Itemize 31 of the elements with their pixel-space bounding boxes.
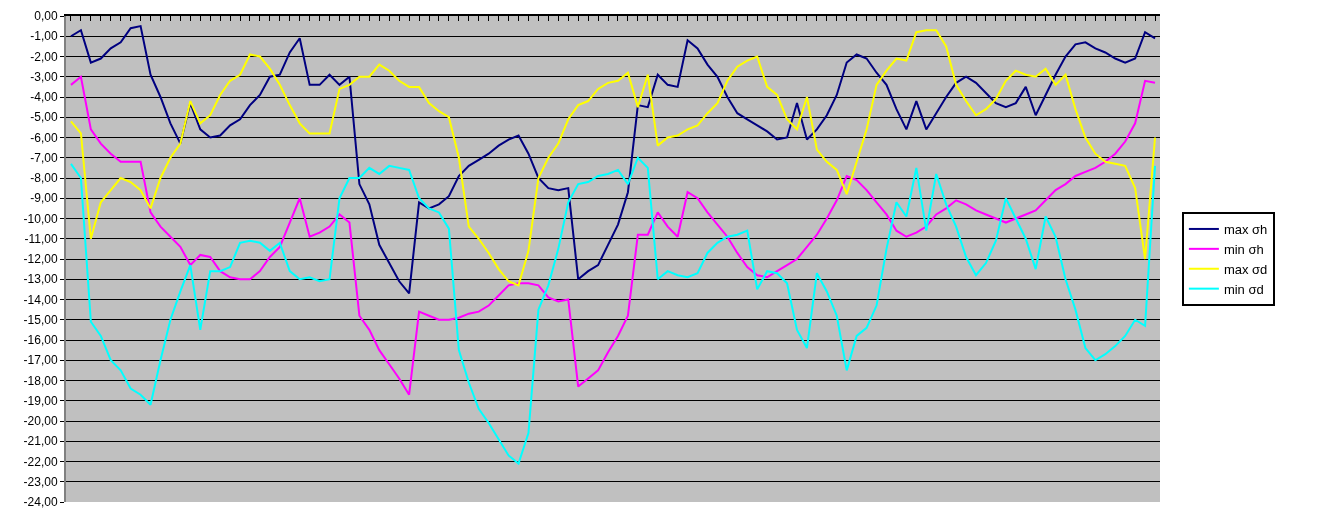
y-tick-label: -14,00	[23, 292, 58, 307]
legend-label: min σh	[1223, 241, 1264, 257]
y-tick-label: -2,00	[30, 49, 58, 64]
y-tick-label: -23,00	[23, 474, 58, 489]
y-tick-label: -17,00	[23, 353, 58, 368]
y-tick-label: -20,00	[23, 414, 58, 429]
y-tick-label: -5,00	[30, 110, 58, 125]
y-tick-label: -9,00	[30, 191, 58, 206]
y-tick-label: -4,00	[30, 90, 58, 105]
y-tick-label: -13,00	[23, 272, 58, 287]
legend-label: max σh	[1223, 222, 1268, 238]
y-tick-label: -6,00	[30, 130, 58, 145]
y-tick-label: -12,00	[23, 252, 58, 267]
y-tick-label: -16,00	[23, 333, 58, 348]
y-tick-label: -3,00	[30, 69, 58, 84]
line-series	[69, 75, 1157, 396]
y-tick-label: -15,00	[23, 312, 58, 327]
y-tick-label: -19,00	[23, 393, 58, 408]
y-tick-label: -7,00	[30, 150, 58, 165]
y-tick-label: -8,00	[30, 171, 58, 186]
legend-label: min σd	[1223, 281, 1264, 297]
line-series	[69, 156, 1157, 465]
y-tick-label: 0,00	[34, 9, 58, 24]
legend-label: max σd	[1223, 261, 1268, 277]
y-tick-label: -18,00	[23, 373, 58, 388]
y-tick-label: -21,00	[23, 434, 58, 449]
y-tick-label: -24,00	[23, 495, 58, 510]
y-tick-label: -22,00	[23, 454, 58, 469]
y-tick-label: -10,00	[23, 211, 58, 226]
y-tick-label: -1,00	[30, 29, 58, 44]
y-tick-label: -11,00	[24, 231, 58, 246]
